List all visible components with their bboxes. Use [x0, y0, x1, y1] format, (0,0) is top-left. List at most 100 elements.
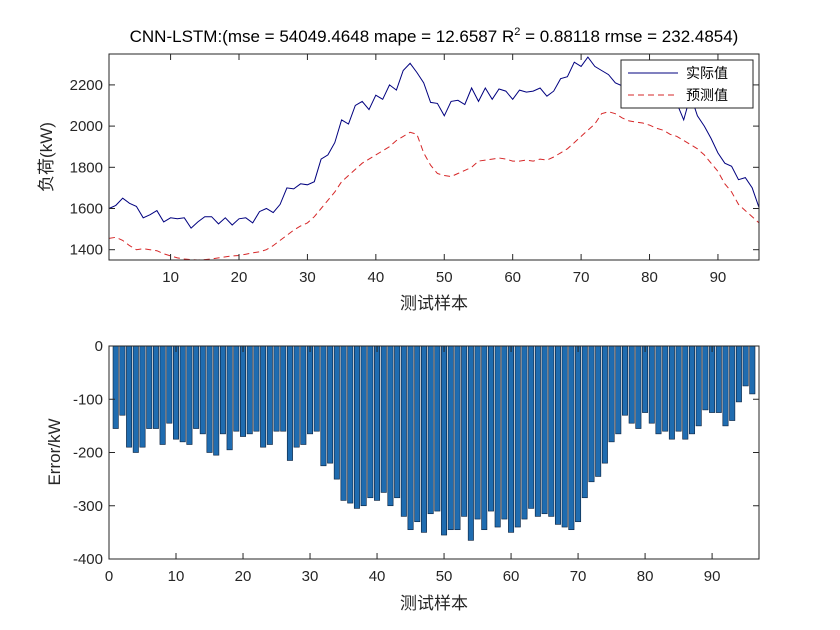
error-bar [715, 345, 722, 413]
error-bar [615, 345, 622, 435]
error-bar [534, 345, 541, 517]
top-y-tick-label: 1800 [70, 159, 103, 176]
error-bar [581, 345, 588, 499]
error-bar [380, 345, 387, 493]
error-bar [655, 345, 662, 435]
error-bar [568, 345, 575, 531]
error-bar [675, 345, 682, 432]
error-bar [414, 345, 421, 523]
error-bar [461, 345, 468, 517]
legend-label-actual: 实际值 [686, 65, 728, 81]
error-bar [709, 345, 716, 413]
error-bar [219, 345, 226, 435]
error-bar [132, 345, 139, 453]
bottom-ticks-group: 0 10 20 30 40 50 60 70 80 90 -400 -300 -200 -100 0 [73, 338, 759, 585]
error-bar [253, 345, 260, 432]
error-bar [749, 345, 756, 395]
error-bar [146, 345, 153, 429]
error-bar [273, 345, 280, 432]
bottom-x-tick-label: 10 [168, 568, 185, 585]
error-bar [374, 345, 381, 501]
bottom-plot-area [109, 346, 759, 559]
error-bar [240, 345, 246, 437]
error-bar [173, 345, 179, 440]
bottom-x-tick-label: 30 [302, 568, 319, 585]
error-bar [394, 345, 401, 499]
bottom-x-tick-label: 40 [369, 568, 386, 585]
error-bar [293, 345, 300, 448]
error-bar [621, 345, 628, 416]
error-bar [300, 345, 307, 445]
error-bar [246, 345, 253, 435]
error-bar [260, 345, 267, 448]
error-bar [126, 345, 133, 448]
error-bar [467, 345, 474, 541]
top-x-tick-label: 70 [573, 269, 590, 286]
error-bar [742, 345, 749, 387]
error-bar [199, 345, 206, 435]
error-bar [333, 345, 340, 480]
top-axes-box [108, 53, 760, 261]
error-bar [327, 345, 334, 464]
error-bar [548, 345, 555, 517]
top-subplot: CNN-LSTM:(mse = 54049.4648 mape = 12.658… [37, 26, 760, 313]
error-bar [280, 345, 287, 432]
bottom-y-axis-label: Error/kW [45, 418, 64, 485]
error-bar [266, 345, 273, 445]
bottom-x-tick-label: 60 [503, 568, 520, 585]
top-chart-title: CNN-LSTM:(mse = 54049.4648 mape = 12.658… [130, 26, 739, 46]
error-bar [501, 345, 508, 520]
error-bar [233, 345, 240, 432]
top-y-axis-label: 负荷(kW) [37, 122, 56, 192]
top-y-tick-label: 2200 [70, 77, 103, 94]
legend-box [620, 59, 754, 109]
error-bar [447, 345, 454, 531]
bottom-x-tick-label: 0 [105, 568, 113, 585]
top-x-tick-label: 90 [710, 269, 727, 286]
error-bar [112, 345, 119, 429]
error-bar [662, 345, 669, 432]
error-bar [487, 345, 494, 512]
error-bar [735, 345, 742, 403]
top-x-tick-label: 30 [299, 269, 316, 286]
bottom-y-tick-label: -400 [73, 551, 103, 568]
error-bar [179, 345, 186, 443]
error-bar [702, 345, 709, 411]
bottom-y-tick-label: -200 [73, 445, 103, 462]
top-x-tick-label: 50 [436, 269, 453, 286]
error-bar [213, 345, 220, 456]
error-bar [387, 345, 394, 507]
error-bar [595, 345, 602, 477]
legend-label-predicted: 预测值 [686, 87, 728, 103]
error-bar [407, 345, 414, 531]
error-bar [481, 345, 488, 531]
error-bar [474, 345, 481, 520]
error-bar [668, 345, 675, 440]
error-bar [642, 345, 649, 413]
error-bar [159, 345, 166, 445]
error-bar [554, 345, 561, 525]
top-x-tick-label: 60 [504, 269, 521, 286]
error-bar [340, 345, 347, 501]
bottom-x-tick-label: 20 [235, 568, 252, 585]
error-bar [193, 345, 200, 429]
top-ticks-group: 10 20 30 40 50 60 70 80 90 1400 1600 1800 2000 2200 [70, 54, 759, 286]
error-bar [206, 345, 213, 453]
error-bar [628, 345, 635, 424]
bottom-x-tick-label: 70 [570, 568, 587, 585]
error-bar [521, 345, 528, 520]
error-bar [186, 345, 193, 445]
error-bar [353, 345, 360, 509]
error-bar [494, 345, 501, 528]
error-bar [320, 345, 327, 467]
error-bar [420, 345, 427, 533]
error-bar [608, 345, 615, 443]
error-bar [286, 345, 293, 461]
error-bar [152, 345, 159, 429]
series-line-predicted [108, 111, 760, 261]
bottom-x-tick-label: 80 [637, 568, 654, 585]
error-bar [528, 345, 535, 509]
bottom-subplot: 0 10 20 30 40 50 60 70 80 90 -400 -300 -200 -100 0 测试样… [45, 338, 760, 613]
error-bar [648, 345, 655, 424]
error-bar [347, 345, 354, 504]
